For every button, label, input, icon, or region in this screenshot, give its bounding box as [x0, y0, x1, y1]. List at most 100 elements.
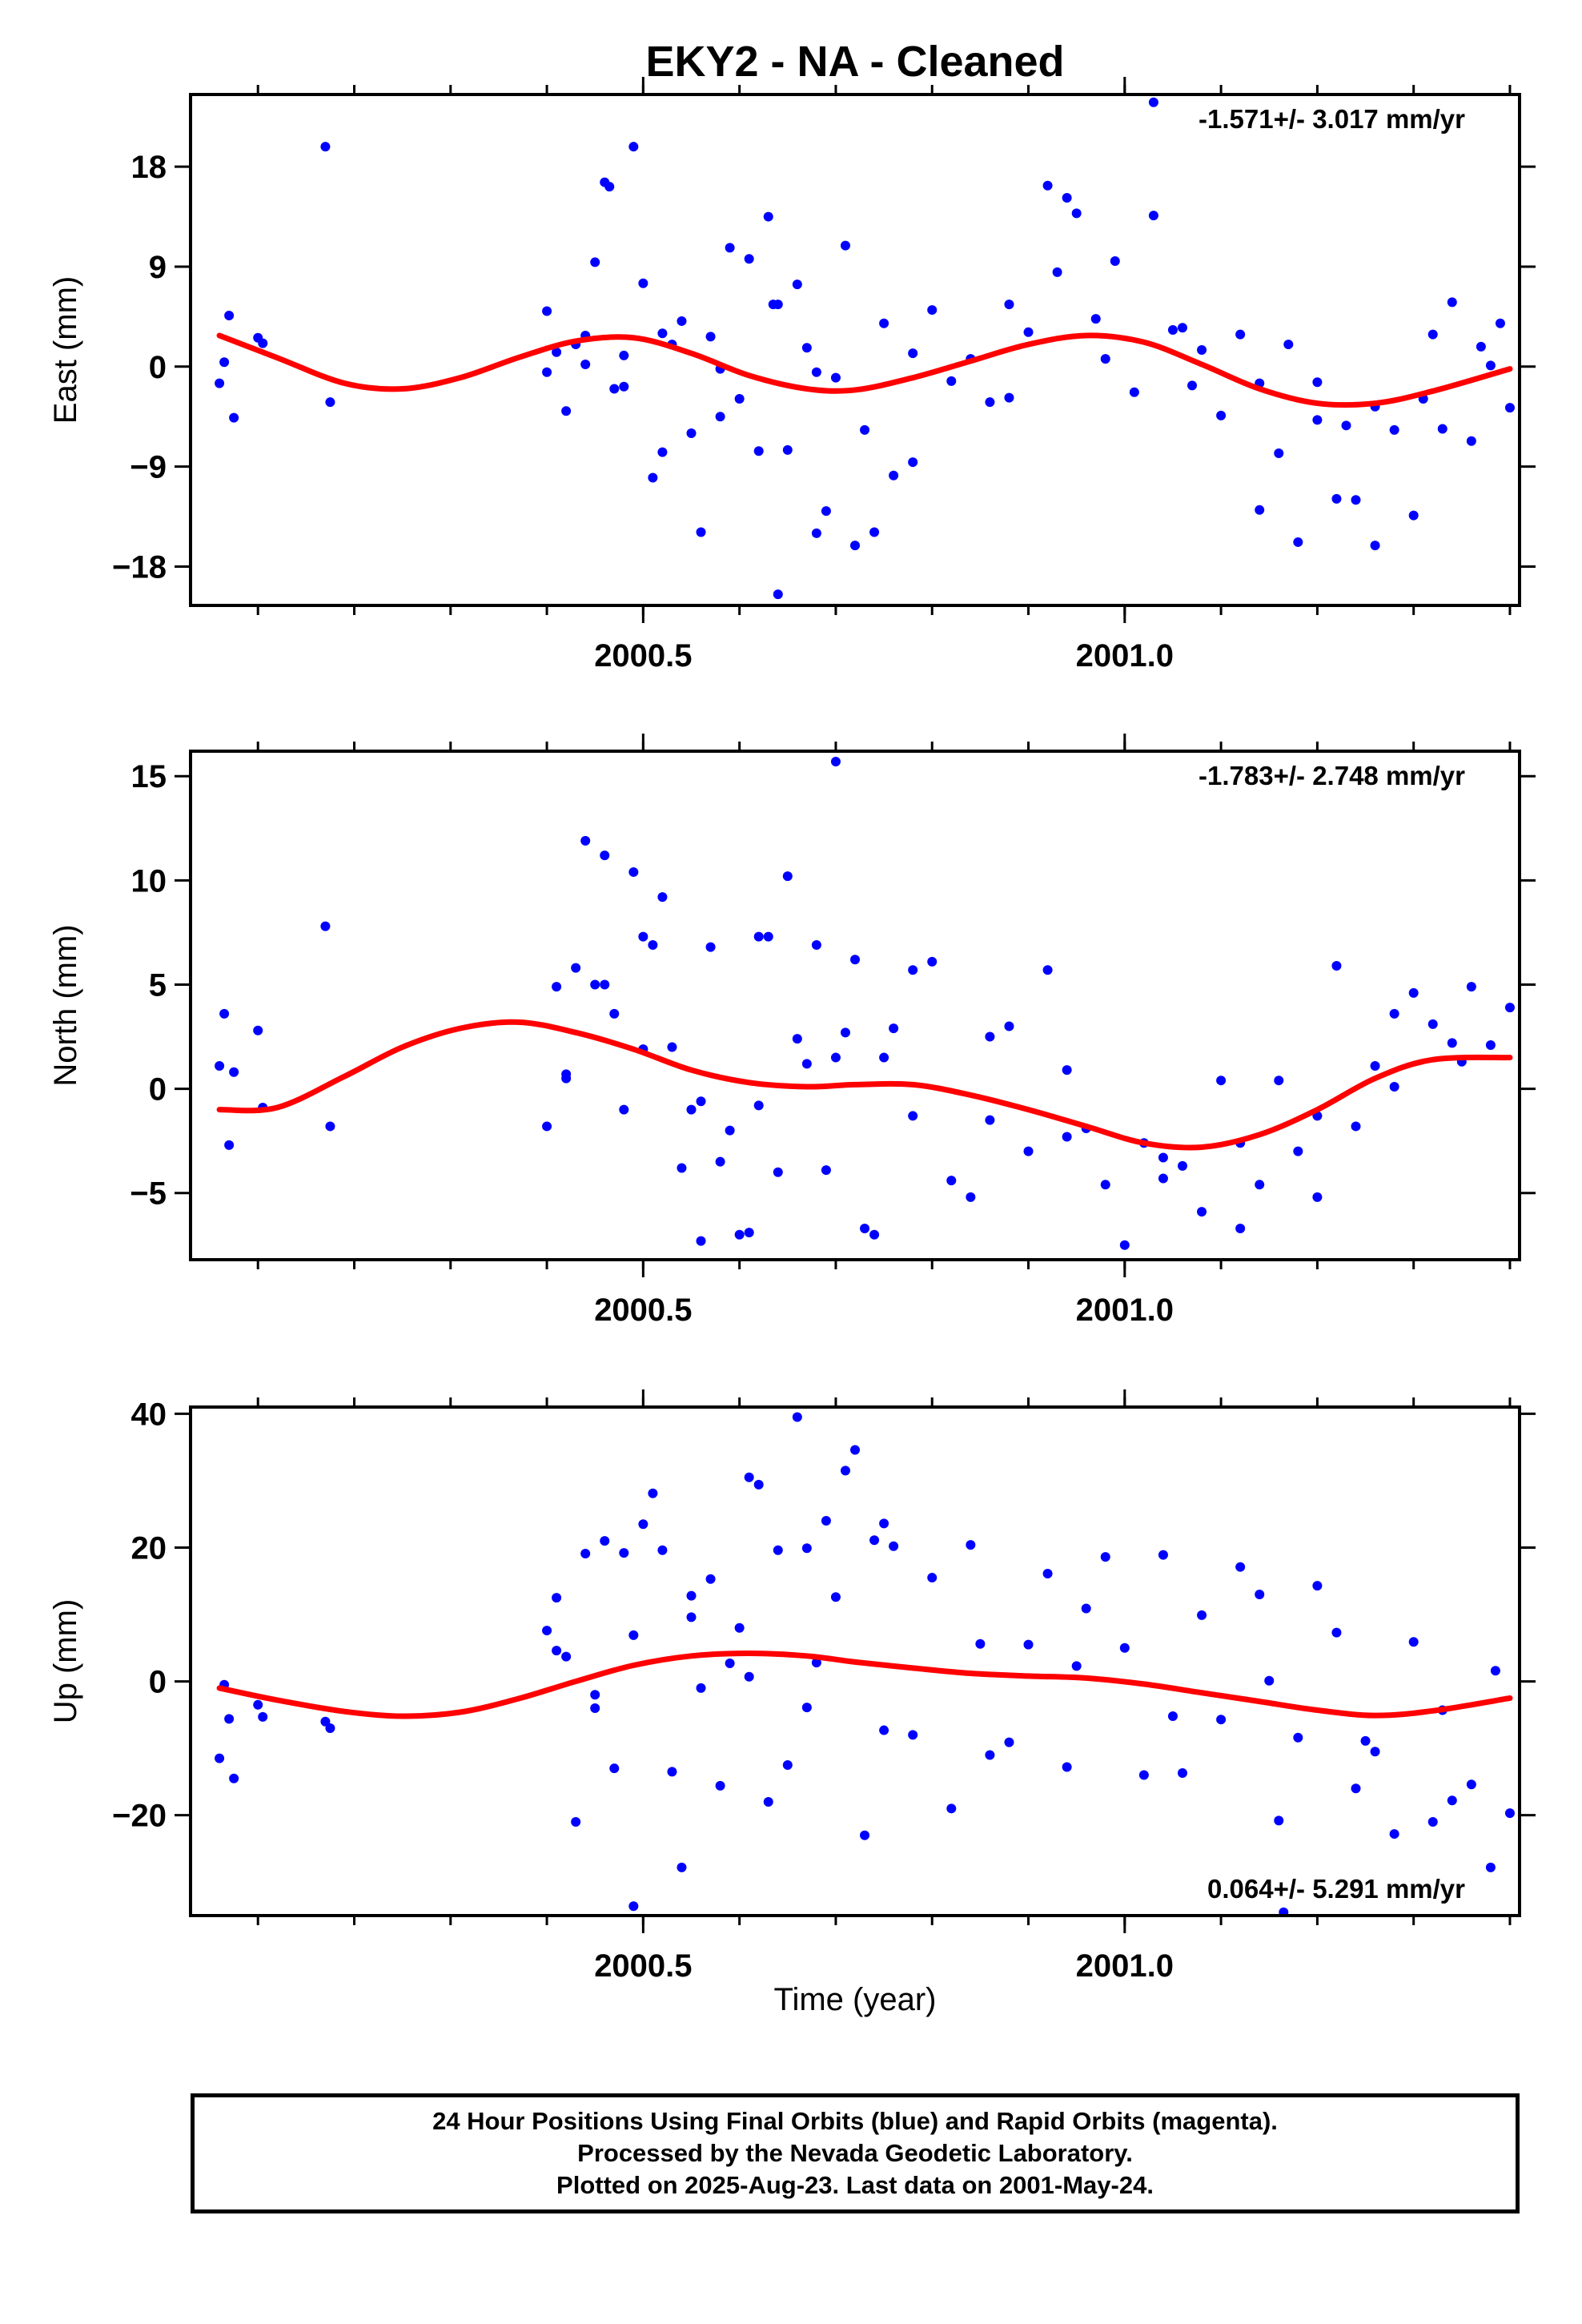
east-data-point: [908, 457, 918, 468]
footer-line-3: Plotted on 2025-Aug-23. Last data on 200…: [556, 2171, 1154, 2199]
up-data-point: [1485, 1862, 1496, 1872]
north-data-point: [600, 979, 610, 990]
north-data-point: [1331, 961, 1342, 971]
north-data-point: [744, 1228, 754, 1238]
east-panel: 2000.5 2001.0 −18 −9 0 9 18 East (mm) -1.571+/- …: [48, 77, 1536, 673]
up-data-point: [609, 1763, 620, 1774]
north-data-point: [1389, 1081, 1399, 1092]
east-data-point: [657, 447, 668, 457]
north-data-point: [1100, 1180, 1110, 1190]
up-data-point: [657, 1545, 668, 1555]
north-panel: 2000.5 2001.0 −5 0 5 10 15 North (mm) -1.783+/- …: [48, 734, 1536, 1328]
east-plot-area: [215, 142, 1515, 551]
north-data-point: [609, 1008, 620, 1019]
east-y-tick-label: 0: [149, 350, 167, 385]
north-x-tick-label: 2001.0: [1076, 1293, 1174, 1328]
up-data-point: [561, 1651, 572, 1662]
east-data-point: [763, 211, 773, 222]
up-data-point: [648, 1488, 658, 1498]
north-y-tick-label: −5: [130, 1176, 167, 1212]
east-data-point: [715, 412, 725, 422]
x-axis-label: Time (year): [774, 1982, 937, 2017]
north-data-point: [966, 1192, 976, 1202]
north-y-tick-label: 15: [131, 759, 167, 794]
north-data-point: [224, 1140, 235, 1150]
east-data-point: [821, 506, 831, 517]
up-y-tick-label: −20: [112, 1799, 167, 1834]
north-data-point: [219, 1008, 230, 1019]
figure-title: EKY2 - NA - Cleaned: [645, 38, 1064, 86]
north-y-tick-label: 5: [149, 967, 167, 1003]
up-data-point: [1389, 1829, 1399, 1839]
footer-box: 24 Hour Positions Using Final Orbits (bl…: [191, 2093, 1520, 2213]
east-data-point: [686, 428, 697, 439]
up-data-point: [821, 1516, 831, 1526]
up-data-point: [215, 1753, 225, 1763]
up-data-point: [1216, 1715, 1227, 1725]
up-data-point: [715, 1780, 725, 1791]
north-data-point: [677, 1163, 687, 1173]
east-data-point: [1408, 510, 1419, 521]
north-data-point: [1255, 1180, 1265, 1190]
east-data-point: [320, 142, 331, 152]
north-data-point: [696, 1096, 706, 1107]
up-data-point: [1331, 1627, 1342, 1638]
up-data-point: [1119, 1642, 1130, 1653]
east-data-point: [1216, 410, 1227, 420]
east-data-point: [219, 357, 230, 368]
north-data-point: [908, 965, 918, 975]
north-data-point: [1312, 1192, 1323, 1202]
up-data-point: [1042, 1569, 1053, 1579]
north-data-point: [215, 1060, 225, 1071]
east-data-point: [1187, 380, 1198, 391]
up-data-point: [1004, 1737, 1014, 1747]
up-data-point: [1504, 1808, 1515, 1819]
north-data-point: [773, 1167, 783, 1177]
north-data-point: [860, 1223, 870, 1233]
north-data-point: [1062, 1132, 1072, 1142]
up-data-point: [1138, 1770, 1149, 1780]
east-data-point: [1090, 314, 1101, 324]
up-y-tick-label: 40: [131, 1397, 167, 1432]
east-data-point: [908, 348, 918, 359]
up-data-point: [696, 1683, 706, 1693]
up-data-point: [773, 1545, 783, 1555]
north-data-point: [1351, 1121, 1361, 1132]
east-data-point: [1197, 345, 1207, 355]
up-data-point: [325, 1723, 335, 1734]
up-data-point: [734, 1622, 745, 1633]
up-data-point: [744, 1671, 754, 1682]
north-data-point: [850, 955, 860, 965]
up-frame: [189, 1405, 1521, 1917]
east-data-point: [734, 394, 745, 404]
north-data-point: [1235, 1223, 1246, 1233]
footer-line-1: 24 Hour Positions Using Final Orbits (bl…: [432, 2107, 1278, 2135]
east-y-tick-label: 18: [131, 150, 167, 185]
east-data-point: [850, 541, 860, 551]
east-data-point: [801, 343, 812, 353]
east-data-point: [1476, 341, 1486, 352]
up-data-point: [552, 1593, 562, 1603]
east-frame: [189, 93, 1521, 607]
up-data-point: [725, 1659, 735, 1669]
up-data-point: [975, 1638, 986, 1649]
east-data-point: [648, 472, 658, 483]
east-data-point: [657, 328, 668, 339]
north-data-point: [696, 1236, 706, 1246]
east-data-point: [1062, 192, 1072, 203]
east-fit-curve: [216, 332, 1513, 408]
east-data-point: [1110, 256, 1120, 267]
north-data-point: [1004, 1021, 1014, 1031]
north-y-tick-label: 10: [131, 863, 167, 899]
east-data-point: [229, 412, 239, 423]
north-x-tick-label: 2000.5: [594, 1293, 692, 1328]
up-data-point: [542, 1626, 552, 1636]
north-data-point: [821, 1165, 831, 1176]
north-data-point: [1485, 1039, 1496, 1050]
east-data-point: [609, 384, 620, 394]
north-data-point: [628, 866, 639, 877]
east-data-point: [604, 182, 615, 192]
up-data-point: [253, 1699, 263, 1710]
up-data-point: [1264, 1675, 1275, 1686]
